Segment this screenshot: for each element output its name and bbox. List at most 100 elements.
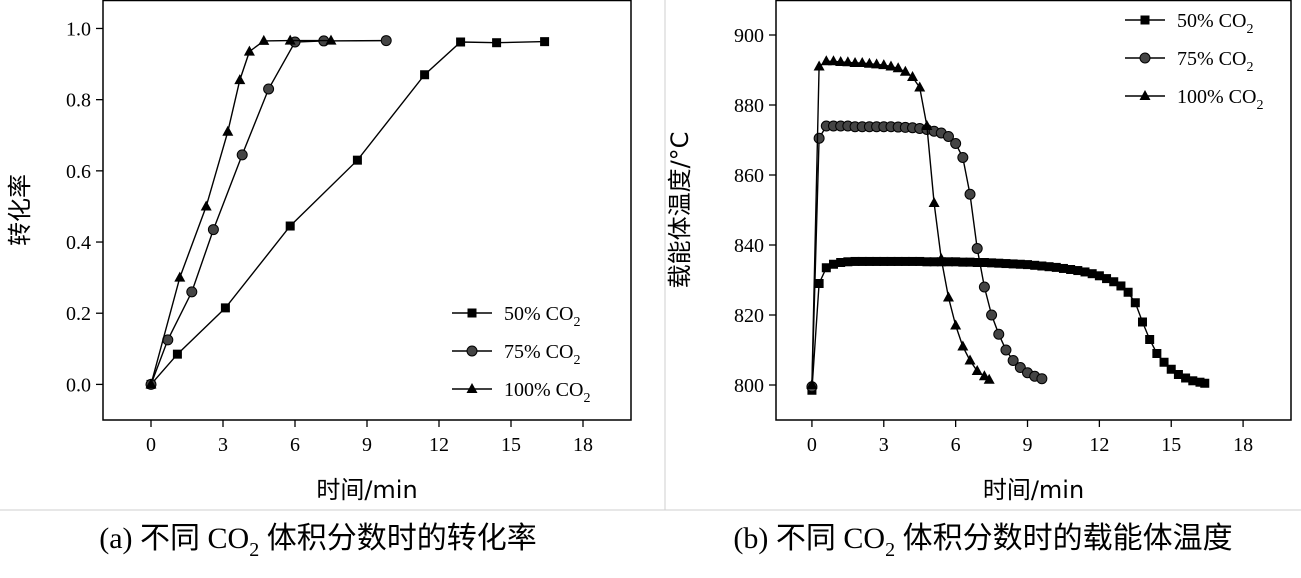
data-point (951, 257, 961, 267)
legend-marker (1139, 52, 1151, 64)
legend-marker (466, 383, 478, 393)
legend-label-subscript: 2 (583, 391, 590, 406)
data-point (958, 257, 968, 267)
data-point (828, 259, 838, 269)
data-point (540, 37, 550, 47)
caption-prefix: (b) 不同 CO (733, 522, 885, 555)
data-point (942, 291, 954, 302)
data-point (979, 258, 989, 267)
y-tick-label: 820 (734, 305, 764, 327)
data-point (352, 155, 362, 165)
data-point (1058, 263, 1068, 273)
legend-label-subscript: 2 (1246, 22, 1253, 37)
data-point (892, 62, 904, 73)
data-point (1000, 344, 1012, 356)
data-point (965, 257, 975, 267)
data-point (1102, 274, 1112, 284)
data-point (174, 271, 186, 282)
data-point (929, 257, 939, 267)
data-point (928, 197, 940, 207)
data-point (872, 256, 882, 266)
data-point (1080, 267, 1090, 277)
legend-label-name: 50% CO (504, 303, 573, 325)
legend-label: 50% CO2 (504, 303, 580, 330)
data-point (456, 37, 466, 47)
data-point (243, 45, 255, 56)
x-tick-label: 6 (951, 434, 961, 456)
data-point (942, 131, 954, 142)
data-point (1037, 261, 1047, 271)
data-point (145, 378, 157, 389)
data-point (1173, 370, 1183, 379)
data-point (1166, 364, 1176, 374)
data-point (1137, 317, 1147, 327)
data-point (843, 257, 853, 267)
data-point (978, 281, 990, 293)
data-point (1195, 377, 1205, 387)
legend-label: 100% CO2 (504, 379, 590, 406)
data-point (849, 57, 861, 67)
x-tick-label: 15 (501, 434, 521, 456)
data-point (971, 243, 983, 254)
legend-marker (466, 345, 478, 357)
y-axis-label: 载能体温度/°C (666, 132, 694, 289)
data-point (993, 328, 1005, 340)
data-point (1181, 373, 1191, 383)
data-point (864, 256, 874, 266)
data-point (1145, 335, 1155, 344)
series-square (146, 37, 550, 389)
y-tick-label: 900 (734, 25, 764, 47)
y-tick-label: 0.2 (66, 303, 91, 325)
data-point (835, 55, 847, 66)
data-point (814, 279, 824, 288)
x-tick-label: 12 (1089, 434, 1109, 456)
legend-label-subscript: 2 (573, 353, 580, 368)
data-point (1066, 265, 1076, 274)
data-point (986, 309, 998, 321)
y-tick-label: 0.4 (66, 232, 91, 254)
data-point (857, 256, 867, 266)
data-point (863, 57, 875, 68)
data-point (806, 379, 818, 389)
x-tick-label: 6 (290, 434, 300, 456)
data-point (842, 56, 854, 67)
data-point (908, 256, 918, 266)
data-point (820, 55, 832, 66)
legend-label-subscript: 2 (1246, 60, 1253, 75)
legend-label-name: 50% CO (1177, 10, 1246, 32)
data-point (821, 263, 831, 273)
series-line (150, 40, 545, 385)
caption-subscript: 2 (885, 539, 895, 561)
data-point (813, 132, 825, 144)
legend-label-subscript: 2 (1256, 98, 1263, 113)
y-tick-label: 0.8 (66, 90, 91, 112)
legend-label-name: 100% CO (504, 379, 583, 401)
data-point (284, 34, 296, 45)
data-point (987, 258, 997, 268)
x-tick-label: 12 (429, 434, 449, 456)
x-tick-label: 3 (218, 434, 228, 456)
legend-label-name: 100% CO (1177, 86, 1256, 108)
x-tick-label: 3 (879, 434, 889, 456)
y-tick-label: 1.0 (66, 18, 91, 40)
data-point (1087, 269, 1097, 279)
data-point (420, 70, 430, 80)
legend-label-subscript: 2 (573, 315, 580, 330)
data-point (878, 59, 890, 70)
y-tick-label: 0.6 (66, 161, 91, 183)
data-point (1007, 355, 1019, 366)
data-point (207, 224, 219, 236)
data-point (935, 253, 947, 263)
legend-label: 50% CO2 (1177, 10, 1253, 37)
data-point (1015, 259, 1025, 269)
legend-label: 75% CO2 (504, 341, 580, 368)
data-point (827, 55, 839, 66)
data-point (899, 65, 911, 76)
caption-subscript: 2 (249, 539, 259, 561)
x-tick-label: 0 (807, 434, 817, 456)
caption-suffix: 体积分数时的载能体温度 (895, 522, 1233, 555)
data-point (234, 74, 246, 85)
data-point (1073, 266, 1083, 276)
plot-frame (775, 0, 1292, 421)
